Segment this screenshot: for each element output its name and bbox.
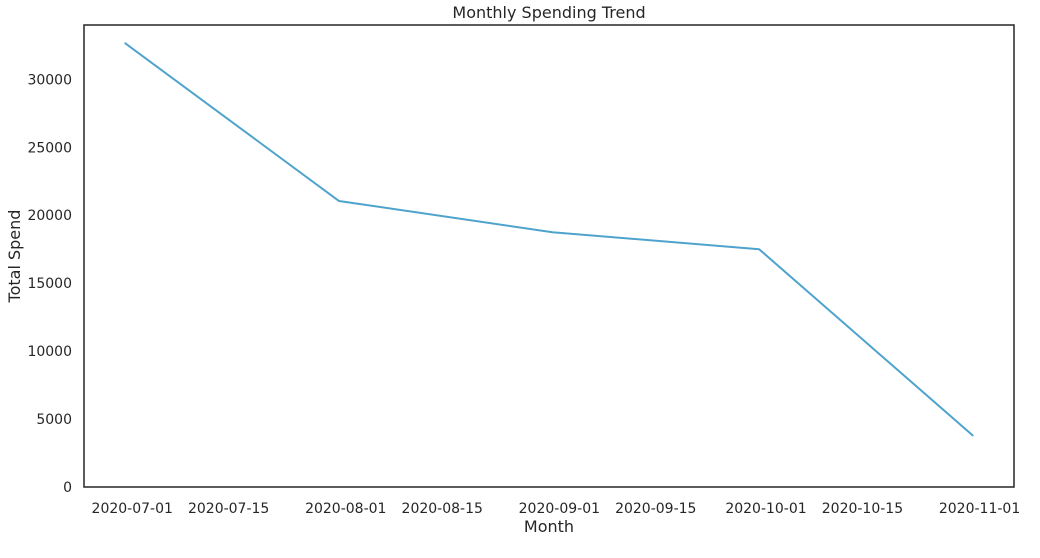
series-line [124,42,974,437]
series-layer [124,42,974,437]
x-tick-label: 2020-08-01 [305,501,386,517]
x-tick-label: 2020-09-15 [615,501,696,517]
y-tick-label: 0 [63,480,72,496]
plot-area-frame [83,24,1015,488]
y-tick-label: 20000 [27,208,72,224]
x-axis-ticks: 2020-07-01 2020-07-15 2020-08-01 2020-08-15… [92,501,1021,517]
chart-title: Monthly Spending Trend [452,3,645,22]
x-tick-label: 2020-07-01 [92,501,173,517]
y-tick-label: 5000 [36,412,72,428]
y-axis-ticks: 0 5000 10000 15000 20000 25000 30000 [27,72,72,496]
x-tick-label: 2020-10-15 [822,501,903,517]
x-tick-label: 2020-11-01 [939,501,1020,517]
x-tick-label: 2020-08-15 [402,501,483,517]
x-tick-label: 2020-07-15 [188,501,269,517]
x-tick-label: 2020-10-01 [725,501,806,517]
y-tick-label: 30000 [27,72,72,88]
y-tick-label: 15000 [27,276,72,292]
x-axis-label: Month [524,517,574,536]
y-tick-label: 25000 [27,140,72,156]
y-tick-label: 10000 [27,344,72,360]
x-tick-label: 2020-09-01 [519,501,600,517]
y-axis-label: Total Spend [5,210,24,304]
